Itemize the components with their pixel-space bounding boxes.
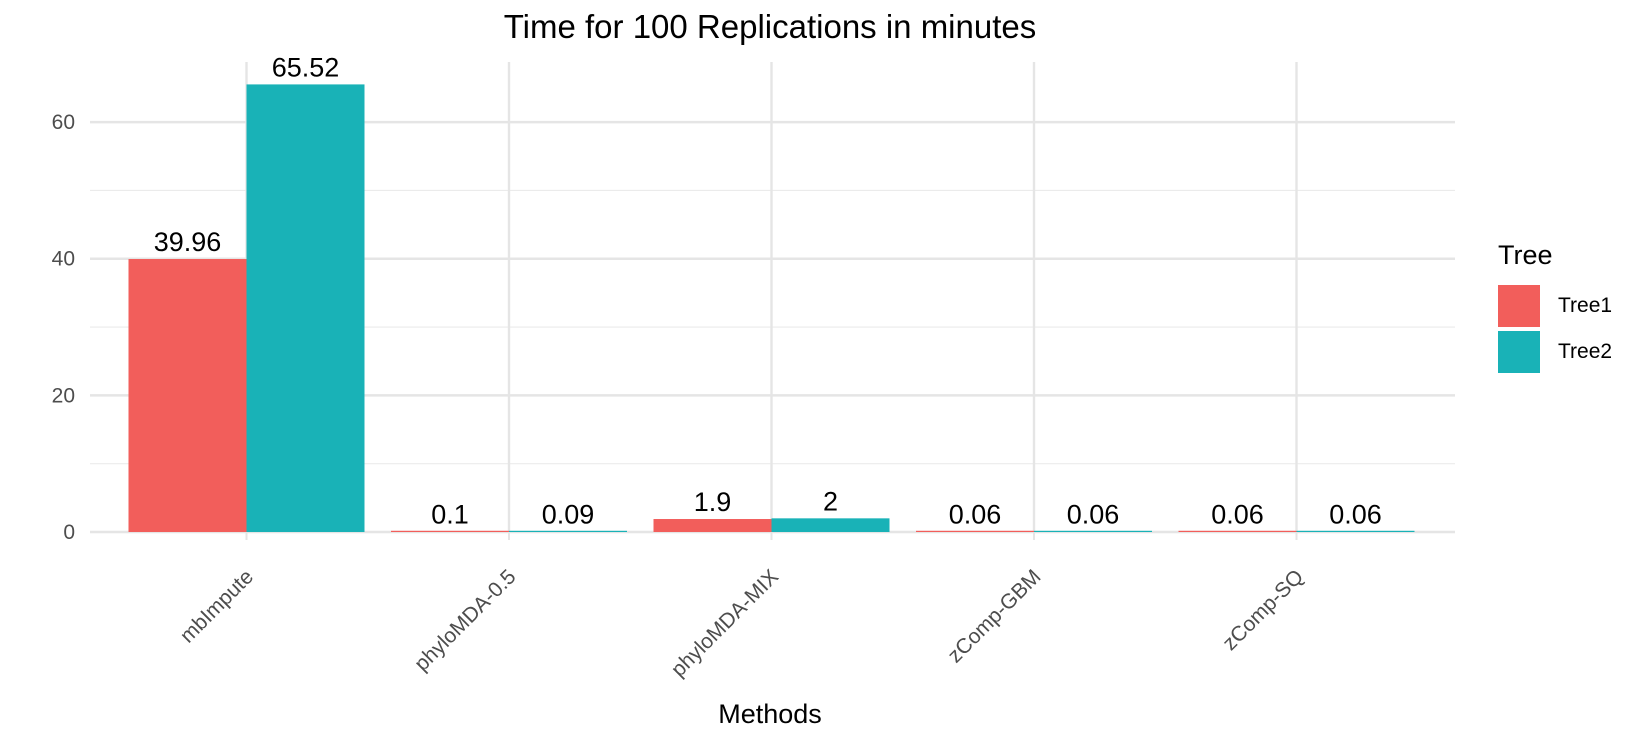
legend-item-tree2: Tree2 bbox=[1498, 329, 1612, 375]
x-tick-label: zComp-GBM bbox=[943, 565, 1045, 667]
data-label: 0.06 bbox=[949, 500, 1002, 530]
y-tick-label: 60 bbox=[52, 111, 75, 134]
bar bbox=[128, 259, 247, 532]
legend: Tree Tree1 Tree2 bbox=[1498, 240, 1612, 375]
y-tick-label: 40 bbox=[52, 248, 75, 271]
bar bbox=[771, 518, 890, 532]
data-labels: 39.96 65.52 0.1 0.09 1.9 2 0.06 0.06 0.06 0.06 bbox=[154, 52, 1382, 529]
legend-title: Tree bbox=[1498, 240, 1553, 270]
data-label: 39.96 bbox=[154, 227, 222, 257]
data-label: 2 bbox=[823, 486, 838, 516]
chart-title: Time for 100 Replications in minutes bbox=[503, 8, 1037, 45]
data-label: 0.09 bbox=[542, 499, 595, 529]
bar bbox=[1296, 530, 1415, 532]
x-axis-ticks: mbImpute phyloMDA-0.5 phyloMDA-MIX zComp-GB… bbox=[176, 532, 1308, 681]
x-tick-label: phyloMDA-MIX bbox=[667, 565, 783, 681]
bars bbox=[128, 84, 1415, 532]
x-tick-label: zComp-SQ bbox=[1218, 565, 1308, 655]
x-tick-label: phyloMDA-0.5 bbox=[410, 565, 520, 675]
x-tick-label: mbImpute bbox=[176, 565, 258, 647]
y-tick-label: 20 bbox=[52, 384, 75, 407]
data-label: 0.06 bbox=[1329, 500, 1382, 530]
bar bbox=[1178, 530, 1297, 532]
data-label: 0.06 bbox=[1211, 500, 1264, 530]
data-label: 65.52 bbox=[272, 52, 340, 82]
x-axis-title: Methods bbox=[718, 699, 822, 729]
bar bbox=[916, 530, 1034, 532]
legend-label-tree1: Tree1 bbox=[1558, 294, 1613, 317]
bar bbox=[509, 530, 627, 532]
data-label: 0.1 bbox=[431, 499, 469, 529]
y-axis-ticks: 0 20 40 60 bbox=[52, 111, 75, 544]
bar bbox=[1034, 530, 1152, 532]
legend-swatch-tree2 bbox=[1498, 331, 1540, 373]
legend-swatch-tree1 bbox=[1498, 285, 1540, 327]
bar bbox=[391, 530, 509, 532]
bar bbox=[653, 519, 772, 532]
legend-label-tree2: Tree2 bbox=[1558, 340, 1613, 363]
legend-item-tree1: Tree1 bbox=[1498, 283, 1612, 329]
data-label: 1.9 bbox=[694, 487, 732, 517]
y-tick-label: 0 bbox=[63, 521, 75, 544]
bar bbox=[246, 84, 365, 532]
data-label: 0.06 bbox=[1067, 500, 1120, 530]
